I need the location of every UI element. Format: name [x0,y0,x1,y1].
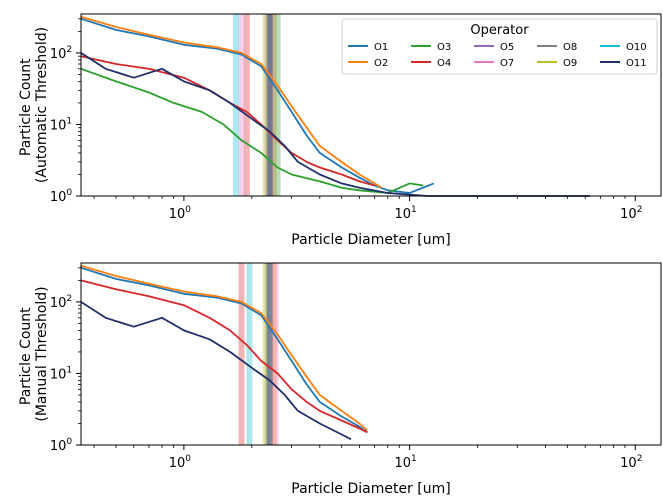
y-axis-label-line-2: (Automatic Threshold) [34,27,50,183]
y-tick-label: 100 [50,437,73,454]
legend-item-o11: O11 [600,58,647,69]
legend-label: O4 [437,58,451,69]
legend-label: O1 [374,42,388,53]
legend-item-o2: O2 [348,58,388,69]
legend-item-o10: O10 [600,42,647,53]
series-lines [80,264,368,441]
legend-box [341,18,658,75]
median-band-o11 [266,263,273,445]
y-axis-label-line-1: Particle Count [18,58,34,156]
y-axis-label-line-2: (Manual Threshold) [34,286,50,421]
legend-items: O1 O2 O3 O4 O5 O7 O8 O9 O10 O11 [348,42,647,69]
median-band-o4 [238,263,245,445]
legend-item-o4: O4 [411,58,451,69]
legend-label: O11 [626,58,647,69]
chart-automatic-threshold: 100 101 102 100 101 102 Particle Diameter [um… [18,13,662,248]
legend-label: O3 [437,42,451,53]
x-tick-label: 102 [620,205,642,222]
legend-title: Operator [470,23,529,38]
y-tick-label: 101 [50,116,72,133]
legend: Operator O1 O2 O3 O4 O5 O7 O8 O9 O10 O11 [341,18,658,75]
series-line-o1 [80,266,368,434]
median-band-o8 [264,263,271,445]
median-band-o7 [272,263,279,445]
legend-label: O10 [626,42,647,53]
legend-item-o5: O5 [474,42,514,53]
legend-label: O8 [563,42,577,53]
median-band-o5 [264,14,271,196]
chart-manual-threshold: 100 101 102 100 101 102 Particle Diameter [um… [18,262,662,497]
median-band-o1 [266,263,273,445]
x-axis-label: Particle Diameter [um] [291,232,450,248]
median-band-o8 [266,14,273,196]
plot-frame [80,13,662,197]
legend-label: O7 [500,58,514,69]
series-lines [80,15,590,197]
x-tick-label: 102 [620,454,642,471]
legend-item-o9: O9 [537,58,577,69]
median-band-o9 [262,263,269,445]
legend-label: O9 [563,58,577,69]
x-tick-label: 100 [169,454,192,471]
y-axis-label-line-1: Particle Count [18,307,34,405]
x-tick-label: 100 [169,205,192,222]
x-tick-label: 101 [394,205,416,222]
median-bands [232,14,281,196]
median-band-o7 [238,14,245,196]
median-band-o4 [243,14,250,196]
median-bands [238,263,279,445]
y-tick-label: 102 [50,45,72,62]
median-band-o9 [262,14,269,196]
series-line-o3 [80,67,424,194]
median-band-o11 [266,14,273,196]
series-line-o2 [80,264,368,432]
axis-ticks: 100 101 102 100 101 102 [50,18,642,222]
legend-item-o8: O8 [537,42,577,53]
series-line-o11 [80,301,352,441]
legend-item-o3: O3 [411,42,451,53]
median-band-o2 [270,14,277,196]
plot-frame [80,262,662,446]
median-band-o10 [246,263,253,445]
legend-label: O5 [500,42,514,53]
median-band-o10 [232,14,239,196]
y-tick-label: 101 [50,365,72,382]
legend-label: O2 [374,58,388,69]
median-band-o1 [268,14,275,196]
x-tick-label: 101 [394,454,416,471]
axis-ticks: 100 101 102 100 101 102 [50,267,642,471]
y-tick-label: 102 [50,294,72,311]
series-line-o4 [80,279,368,434]
y-axis-label: Particle Count (Automatic Threshold) [18,27,50,183]
median-band-o2 [270,263,277,445]
series-line-o2 [80,15,382,189]
median-band-o3 [274,14,281,196]
legend-item-o7: O7 [474,58,514,69]
x-axis-label: Particle Diameter [um] [291,481,450,497]
y-axis-label: Particle Count (Manual Threshold) [18,286,50,421]
legend-item-o1: O1 [348,42,388,53]
y-tick-label: 100 [50,188,73,205]
